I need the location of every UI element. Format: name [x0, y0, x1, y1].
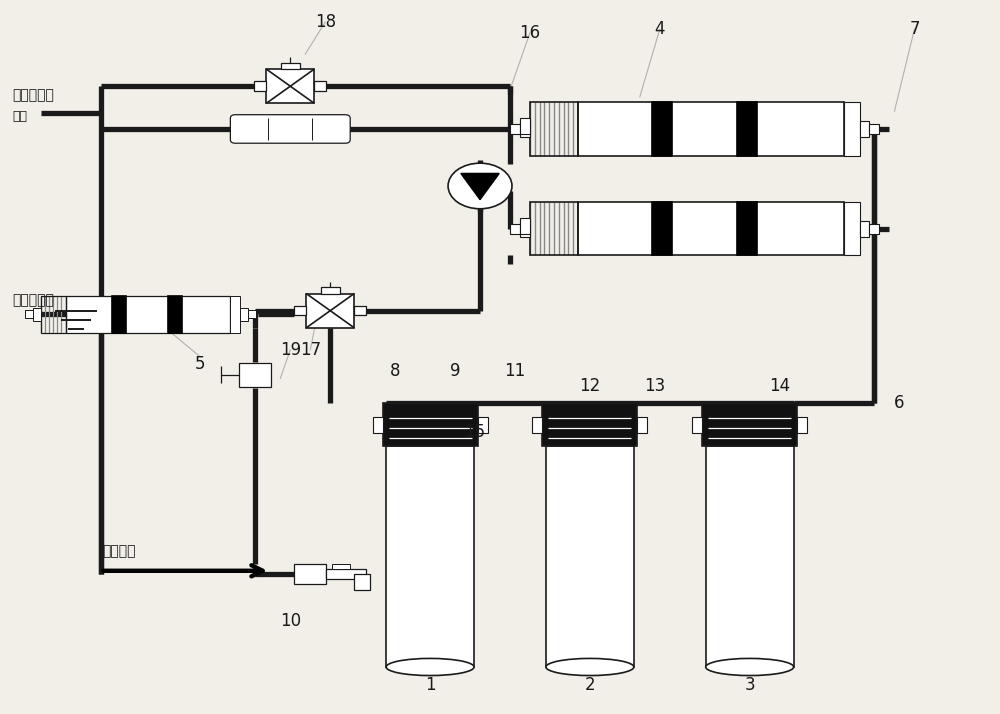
Bar [532, 416, 542, 433]
Bar [706, 446, 794, 667]
Bar [520, 119, 530, 134]
Bar [737, 102, 757, 156]
Text: 10: 10 [280, 612, 301, 630]
Ellipse shape [386, 658, 474, 675]
Text: 4: 4 [655, 20, 665, 38]
Bar [530, 102, 578, 156]
Bar [702, 403, 797, 446]
Bar [520, 121, 530, 137]
Bar [520, 221, 530, 237]
Bar [306, 293, 354, 328]
Circle shape [448, 164, 512, 208]
Text: 源水供水: 源水供水 [103, 544, 136, 558]
Text: 16: 16 [519, 24, 541, 41]
FancyBboxPatch shape [230, 115, 350, 144]
Bar [478, 416, 488, 433]
Text: 《《: 《《 [13, 110, 28, 123]
Bar [332, 563, 350, 569]
Bar [248, 311, 256, 318]
Bar [510, 124, 520, 134]
Bar [860, 221, 869, 237]
Bar [266, 69, 314, 104]
Bar [112, 296, 126, 333]
Bar [230, 296, 240, 333]
Bar [869, 124, 879, 134]
Bar [737, 202, 757, 256]
Bar [546, 446, 634, 667]
Bar [41, 296, 66, 333]
Bar [860, 121, 869, 137]
Text: 5: 5 [195, 355, 206, 373]
Text: 15: 15 [464, 423, 486, 441]
Text: 接各用水点: 接各用水点 [13, 88, 55, 102]
Text: 12: 12 [579, 376, 600, 395]
Text: 13: 13 [644, 376, 665, 395]
Bar [692, 416, 702, 433]
Bar [510, 224, 520, 233]
Bar [542, 403, 637, 446]
Bar [578, 202, 844, 256]
Bar [168, 296, 182, 333]
Text: 18: 18 [315, 13, 336, 31]
Text: 2: 2 [585, 676, 595, 694]
Ellipse shape [706, 658, 794, 675]
Bar [66, 296, 230, 333]
Bar [254, 81, 266, 91]
Bar [797, 416, 807, 433]
Bar [637, 416, 647, 433]
Bar [578, 102, 844, 156]
Bar [354, 574, 370, 590]
Bar [294, 564, 326, 584]
Bar [25, 311, 33, 318]
Bar [383, 403, 478, 446]
Bar [240, 308, 248, 321]
Bar [354, 306, 366, 316]
Text: 3: 3 [744, 676, 755, 694]
Text: 19: 19 [280, 341, 301, 359]
Bar [869, 224, 879, 233]
Bar [33, 308, 41, 321]
Text: 6: 6 [894, 394, 905, 412]
Bar [239, 363, 271, 387]
Bar [652, 102, 672, 156]
Text: 接排水管道: 接排水管道 [13, 293, 55, 307]
Bar [844, 202, 860, 256]
Polygon shape [461, 174, 499, 200]
Text: 9: 9 [450, 362, 460, 381]
Text: 17: 17 [300, 341, 321, 359]
Bar [321, 288, 340, 293]
Bar [844, 102, 860, 156]
Text: 7: 7 [909, 20, 920, 38]
Text: 11: 11 [504, 362, 526, 381]
Ellipse shape [546, 658, 634, 675]
Text: 1: 1 [425, 676, 435, 694]
Bar [530, 202, 578, 256]
Bar [373, 416, 383, 433]
Bar [326, 569, 366, 579]
Text: 8: 8 [390, 362, 400, 381]
Bar [281, 63, 300, 69]
Bar [652, 202, 672, 256]
Bar [294, 306, 306, 316]
Bar [314, 81, 326, 91]
Bar [386, 446, 474, 667]
Text: 14: 14 [769, 376, 790, 395]
Bar [520, 218, 530, 234]
